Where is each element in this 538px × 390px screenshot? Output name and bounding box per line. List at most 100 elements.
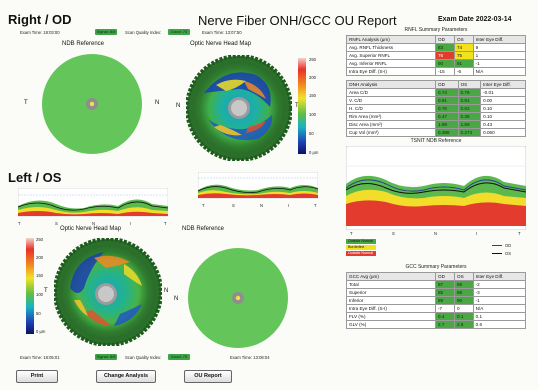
od-tsnit-axis-N: N xyxy=(260,203,264,208)
tsnit-axis-N: N xyxy=(434,231,438,236)
rnfl-row-label: Intra Eye Diff. (S-I) xyxy=(346,67,436,76)
rnfl-row-label: Avg. Inferior RNFL xyxy=(346,59,436,68)
rnfl-row: Intra Eye Diff. (S-I) -15 -6 N/A xyxy=(346,67,527,76)
rnfl-od-value: 90 xyxy=(435,59,455,68)
os-onh-thickness-map xyxy=(54,238,162,346)
od-colorbar-tick-0: 0 μm xyxy=(309,150,319,155)
gcc-od-value: 85 xyxy=(435,288,455,297)
rnfl-row-label: Avg. Superior RNFL xyxy=(346,51,436,60)
gcc-row: Total 87 89 -2 xyxy=(346,280,527,289)
rnfl-row: Avg. Inferior RNFL 90 91 -1 xyxy=(346,59,527,68)
od-onh-map-title: Optic Nerve Head Map xyxy=(190,41,252,47)
rnfl-os-value: 74 xyxy=(454,43,474,52)
os-tsnit-axis-T2: T xyxy=(164,221,167,226)
gcc-caption: GCC Summary Parameters xyxy=(405,264,467,270)
gcc-os-value: 89 xyxy=(454,280,474,289)
os-tsnit-axis-I: I xyxy=(130,221,132,226)
od-ndb-reference-plot xyxy=(42,54,142,154)
od-ndb-label-N: N xyxy=(155,100,160,106)
tsnit-axis-T2: T xyxy=(518,231,521,236)
print-button[interactable]: Print xyxy=(16,370,58,383)
gcc-od-value: -7 xyxy=(435,304,455,313)
rnfl-header-cell: Inter Eye Diff. xyxy=(472,35,527,44)
gcc-row-label: Total xyxy=(346,280,436,289)
gcc-header-cell: Inter Eye Diff. xyxy=(472,272,527,281)
od-exam-time-right: Exam Time: 13:07:50 xyxy=(202,30,242,35)
gcc-row: Superior 85 88 -3 xyxy=(346,288,527,297)
od-tsnit-axis-T1: T xyxy=(202,203,205,208)
rnfl-row: Avg. RNFL Thickness 83 74 9 xyxy=(346,43,527,52)
gcc-os-value: 88 xyxy=(454,288,474,297)
gcc-row: FLV (%) 0.4 0.1 0.1 xyxy=(346,312,527,321)
rnfl-od-value: 76 xyxy=(435,51,455,60)
od-onh-thickness-map xyxy=(186,55,292,161)
gcc-row-label: GLV (%) xyxy=(346,320,436,329)
gcc-row-label: FLV (%) xyxy=(346,312,436,321)
os-quality-label: Scan Quality Index: xyxy=(125,355,162,360)
exam-date: Exam Date 2022-03-14 xyxy=(438,16,512,23)
gcc-header-row: GCC Avg (μm) OD OS Inter Eye Diff. xyxy=(346,272,527,281)
ou-report-button[interactable]: OU Report xyxy=(184,370,232,383)
onh-od-value: 0.47 xyxy=(435,112,459,121)
os-map-label-T: T xyxy=(44,288,48,294)
rnfl-diff-value: -1 xyxy=(472,59,527,68)
onh-header-row: ONH Analysis OD OS Inter Eye Diff. xyxy=(346,80,526,89)
tsnit-axis-I: I xyxy=(476,231,478,236)
legend-os-swatch xyxy=(492,253,502,254)
onh-diff-value: 0.43 xyxy=(480,120,526,129)
onh-diff-value: 0.00 xyxy=(480,96,526,105)
od-ndb-title: NDB Reference xyxy=(62,41,105,47)
os-signal-badge: Signal: 8/8 xyxy=(95,354,117,360)
tsnit-axis-T1: T xyxy=(350,231,353,236)
gcc-diff-value: -3 xyxy=(472,288,527,297)
tsnit-caption: TSNIT NDB Reference xyxy=(410,138,462,144)
rnfl-row-label: Avg. RNFL Thickness xyxy=(346,43,436,52)
rnfl-diff-value: 1 xyxy=(472,51,527,60)
os-colorbar-tick-200: 200 xyxy=(36,255,43,260)
gcc-row: Inferior 89 90 -1 xyxy=(346,296,527,305)
onh-os-value: 1.59 xyxy=(457,120,482,129)
onh-os-value: 0.36 xyxy=(457,112,482,121)
gcc-os-value: 90 xyxy=(454,296,474,305)
onh-row: Disc Area (mm²) 1.99 1.59 0.43 xyxy=(346,120,526,129)
rnfl-od-value: -15 xyxy=(435,67,455,76)
od-map-label-N: N xyxy=(176,103,181,109)
onh-header-cell: OS xyxy=(457,80,482,89)
od-colorbar-tick-250: 250 xyxy=(309,57,316,62)
gcc-header-cell: OD xyxy=(435,272,455,281)
rnfl-os-value: -6 xyxy=(454,67,474,76)
change-analysis-button[interactable]: Change Analysis xyxy=(96,370,156,383)
rnfl-caption: RNFL Summary Parameters xyxy=(404,27,468,33)
report-title: Nerve Fiber ONH/GCC OU Report xyxy=(198,13,397,28)
gcc-header-cell: GCC Avg (μm) xyxy=(346,272,436,281)
os-colorbar-tick-0: 0 μm xyxy=(36,329,46,334)
od-ndb-label-T: T xyxy=(24,100,28,106)
rnfl-diff-value: N/A xyxy=(472,67,527,76)
os-ndb-title: NDB Reference xyxy=(182,226,225,232)
os-exam-time-right: Exam Time: 13:08:04 xyxy=(230,355,270,360)
gcc-diff-value: -2 xyxy=(472,280,527,289)
onh-od-value: 1.99 xyxy=(435,120,459,129)
onh-os-value: 0.76 xyxy=(457,88,482,97)
onh-header-cell: Inter Eye Diff. xyxy=(480,80,526,89)
onh-diff-value: 0.10 xyxy=(480,112,526,121)
os-colorbar-tick-150: 150 xyxy=(36,273,43,278)
onh-row-label: Rim Area (mm²) xyxy=(346,112,436,121)
gcc-od-value: 0.4 xyxy=(435,312,455,321)
onh-od-value: 0.74 xyxy=(435,88,459,97)
gcc-os-value: 0.1 xyxy=(454,312,474,321)
od-exam-time: Exam Time: 18:03:00 xyxy=(20,30,60,35)
os-tsnit-axis-S: S xyxy=(55,221,58,226)
onh-row: Area C/D 0.74 0.76 -0.01 xyxy=(346,88,526,97)
gcc-row-label: Intra Eye Diff. (S-I) xyxy=(346,304,436,313)
onh-os-value: 0.91 xyxy=(457,96,482,105)
onh-header-cell: ONH Analysis xyxy=(346,80,436,89)
rnfl-row: Avg. Superior RNFL 76 75 1 xyxy=(346,51,527,60)
od-tsnit-axis-S: S xyxy=(232,203,235,208)
onh-od-value: 0.388 xyxy=(435,128,459,137)
rnfl-header-cell: RNFL Analysis (μm) xyxy=(346,35,436,44)
od-colorbar-tick-100: 100 xyxy=(309,112,316,117)
od-map-label-T: T xyxy=(295,103,299,109)
gcc-os-value: 0 xyxy=(454,304,474,313)
